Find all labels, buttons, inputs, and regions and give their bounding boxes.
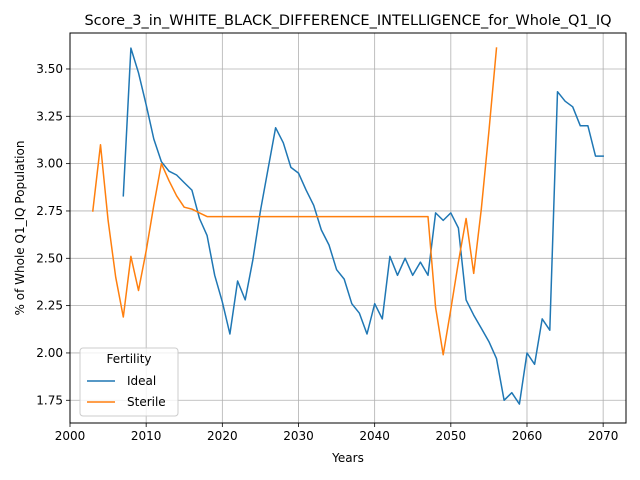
y-axis-ticks: 1.75 2.00 2.25 2.50 2.75 3.00 3.25 3.50 — [36, 62, 70, 407]
x-tick-label: 2020 — [207, 429, 238, 443]
x-tick-label: 2030 — [283, 429, 314, 443]
series-line-ideal — [122, 47, 604, 405]
legend-label-ideal: Ideal — [127, 374, 156, 388]
y-tick-label: 2.25 — [36, 299, 63, 313]
y-tick-label: 2.00 — [36, 346, 63, 360]
series-line-sterile — [91, 47, 498, 356]
y-axis-label: % of Whole Q1_IQ Population — [13, 141, 27, 316]
y-tick-label: 3.50 — [36, 62, 63, 76]
x-axis-ticks: 2000 2010 2020 2030 2040 2050 2060 2070 — [55, 423, 619, 443]
x-tick-label: 2060 — [512, 429, 543, 443]
x-tick-label: 2070 — [588, 429, 619, 443]
y-tick-label: 2.75 — [36, 204, 63, 218]
legend-label-sterile: Sterile — [127, 395, 166, 409]
legend: Fertility Ideal Sterile — [79, 347, 179, 417]
series-lines — [91, 47, 604, 405]
y-tick-label: 3.00 — [36, 157, 63, 171]
legend-box — [79, 347, 179, 417]
y-tick-label: 2.50 — [36, 251, 63, 265]
y-tick-label: 1.75 — [36, 393, 63, 407]
chart-title: Score_3_in_WHITE_BLACK_DIFFERENCE_INTELL… — [84, 13, 611, 29]
legend-title: Fertility — [106, 352, 151, 366]
x-tick-label: 2050 — [436, 429, 467, 443]
x-axis-label: Years — [331, 451, 364, 465]
x-tick-label: 2040 — [359, 429, 390, 443]
y-tick-label: 3.25 — [36, 109, 63, 123]
plot-frame — [69, 32, 627, 424]
x-tick-label: 2000 — [55, 429, 86, 443]
x-tick-label: 2010 — [131, 429, 162, 443]
